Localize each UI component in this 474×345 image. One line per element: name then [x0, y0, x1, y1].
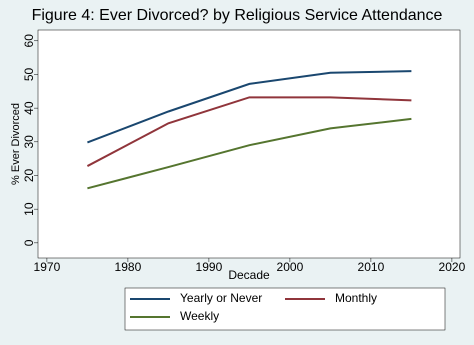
y-tick-label: 60 [22, 34, 36, 48]
x-tick-label: 1970 [34, 260, 61, 274]
x-tick-label: 2000 [277, 260, 304, 274]
y-axis-title: % Ever Divorced [10, 103, 22, 185]
x-tick-label: 1990 [196, 260, 223, 274]
y-tick-label: 0 [22, 239, 36, 246]
legend-label: Yearly or Never [180, 291, 262, 305]
data-line [86, 96, 412, 167]
legend-label: Weekly [180, 309, 219, 323]
legend [124, 287, 446, 331]
chart-title: Figure 4: Ever Divorced? by Religious Se… [32, 7, 443, 24]
x-tick-label: 2020 [439, 260, 466, 274]
plot-area [37, 29, 461, 259]
y-tick-label: 40 [22, 101, 36, 115]
x-tick-label: 2010 [358, 260, 385, 274]
y-tick-label: 30 [22, 135, 36, 149]
legend-label: Monthly [335, 291, 377, 305]
y-tick-label: 50 [22, 67, 36, 81]
y-tick-label: 20 [22, 168, 36, 182]
data-line [87, 70, 412, 144]
x-tick-label: 1980 [115, 260, 142, 274]
data-line [87, 117, 412, 190]
y-tick-label: 10 [22, 202, 36, 216]
x-axis-title: Decade [228, 268, 270, 282]
